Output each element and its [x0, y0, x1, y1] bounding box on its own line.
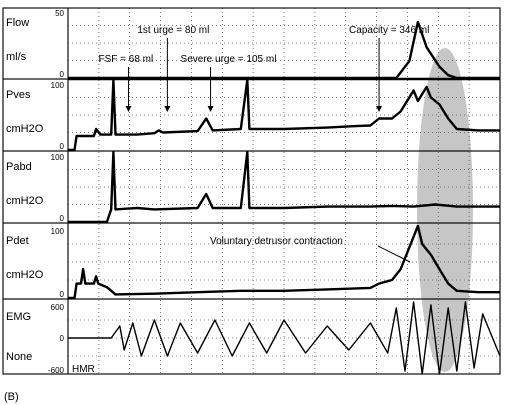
annotation-arrow: [377, 245, 411, 263]
voiding-ellipse: [417, 48, 473, 372]
tick-label: 100: [51, 227, 65, 236]
event-label: Severe urge = 105 ml: [181, 54, 277, 65]
channel-name: Pdet: [6, 235, 29, 247]
tick-label: 0: [60, 142, 65, 151]
tick-label: 100: [51, 153, 65, 162]
channel-unit: cmH2O: [6, 195, 44, 207]
tick-label: 0: [60, 290, 65, 299]
trace-pdet: [68, 224, 500, 300]
trace-pabd: [68, 150, 500, 224]
tick-label: 0: [60, 70, 65, 79]
voiding-highlight-ellipse: [417, 48, 473, 372]
labels: Flow ml/s 50 0 Pves cmH2O 100 0 Pabd cmH2O 100 0 Pde…: [6, 9, 65, 375]
channel-name: EMG: [6, 311, 31, 323]
traces: [68, 20, 501, 375]
footer-label: HMR: [72, 364, 95, 375]
annotations: Voluntary detrusor contraction FSF = 68 m…: [98, 25, 429, 263]
channel-unit: None: [6, 351, 32, 363]
channel-name: Flow: [6, 17, 29, 29]
event-arrowhead: [164, 106, 171, 112]
channel-name: Pves: [6, 89, 31, 101]
figure-label: (B): [4, 391, 19, 403]
event-label: 1st urge = 80 ml: [137, 25, 209, 36]
event-label: FSF = 68 ml: [98, 54, 153, 65]
trace-emg: [68, 301, 501, 375]
tick-label: 0: [60, 214, 65, 223]
tick-label: 0: [60, 334, 65, 343]
tick-label: 100: [51, 81, 65, 90]
event-arrowhead: [207, 106, 214, 112]
channel-unit: cmH2O: [6, 123, 44, 135]
panel-annotation: Voluntary detrusor contraction: [210, 236, 343, 247]
trace-pves: [68, 78, 500, 152]
event-label: Capacity = 346 ml: [349, 25, 429, 36]
tick-label: 50: [55, 9, 64, 18]
channel-name: Pabd: [6, 161, 32, 173]
event-arrowhead: [376, 106, 383, 112]
channel-unit: cmH2O: [6, 269, 44, 281]
tick-label: 600: [51, 303, 65, 312]
tick-label: -600: [48, 366, 65, 375]
channel-unit: ml/s: [6, 51, 27, 63]
outer-frame: [2, 7, 501, 375]
event-arrowhead: [125, 106, 132, 112]
